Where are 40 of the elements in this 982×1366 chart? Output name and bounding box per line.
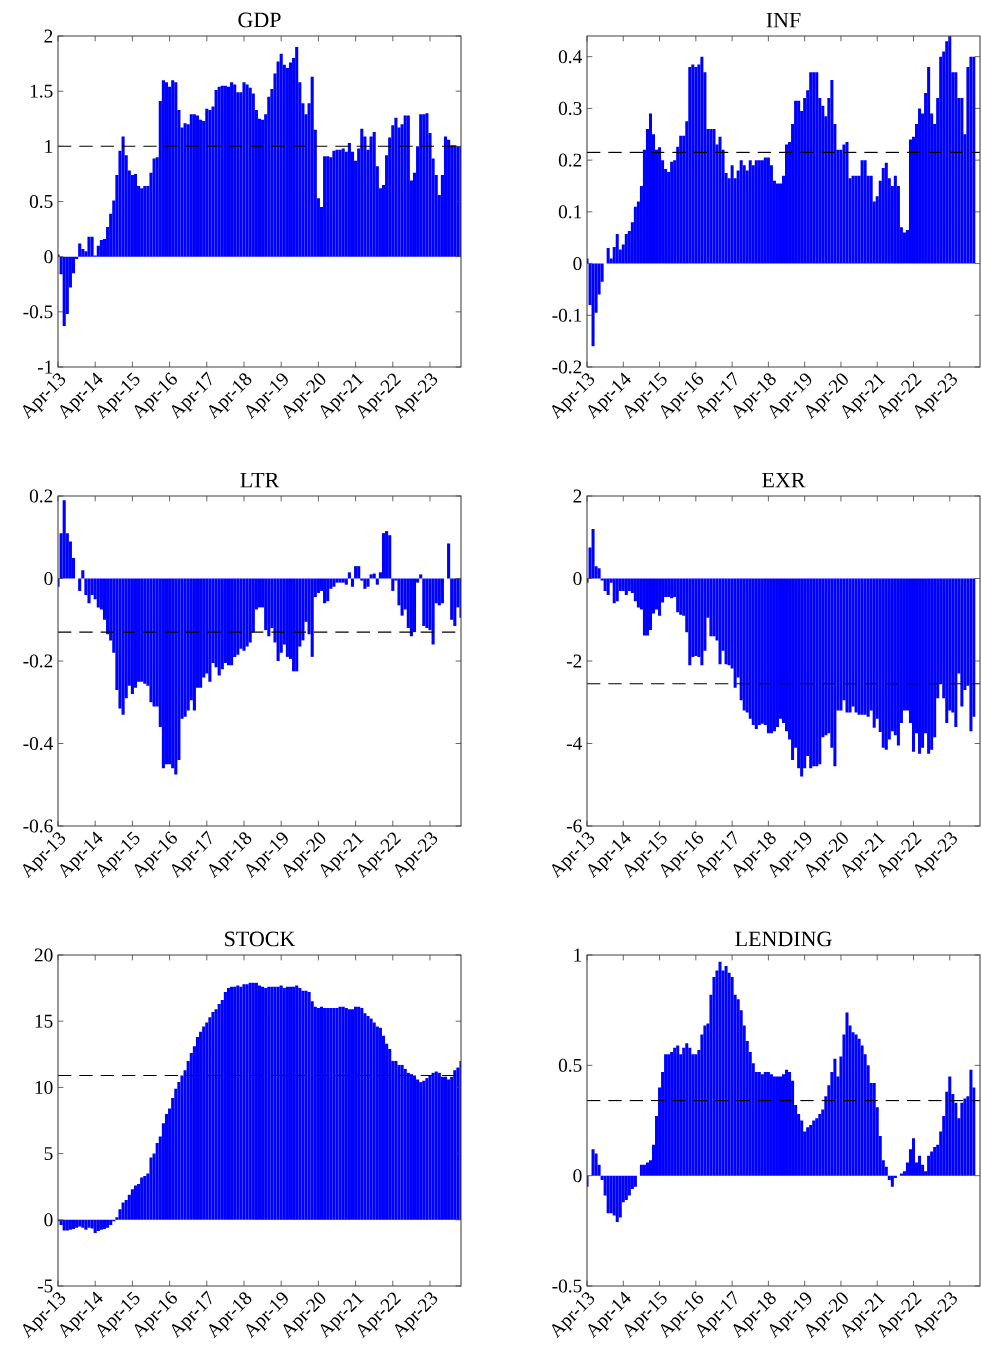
chart-title: GDP (238, 12, 281, 28)
y-tick-label: -4 (566, 737, 582, 750)
y-tick-label: 20 (34, 948, 53, 962)
y-tick-label: 1 (45, 139, 53, 153)
y-tick-label: -6 (566, 819, 582, 833)
y-tick-label: 0 (44, 1213, 53, 1227)
y-tick-label: 0 (573, 1169, 582, 1183)
y-tick-label: -5 (37, 1279, 53, 1293)
y-tick-label: 0 (573, 257, 582, 271)
chart-title: LTR (240, 472, 280, 488)
y-tick-label: -0.2 (552, 360, 582, 374)
y-tick-label: 10 (35, 1080, 53, 1094)
y-tick-label: 0.2 (558, 153, 582, 167)
y-tick-label: -1 (37, 360, 53, 374)
y-tick-label: 2 (573, 489, 582, 503)
y-tick-label: 0.4 (558, 50, 582, 64)
y-tick-label: -0.4 (23, 736, 53, 751)
y-tick-label: 5 (44, 1147, 53, 1161)
y-tick-label: -0.1 (552, 308, 582, 322)
chart-title: LENDING (735, 931, 832, 947)
y-tick-label: 0.1 (558, 205, 582, 219)
y-tick-label: 1 (574, 948, 582, 962)
y-tick-label: -0.5 (552, 1279, 582, 1293)
y-tick-label: 2 (44, 29, 53, 43)
y-tick-label: 0.2 (29, 489, 53, 503)
y-tick-label: 0.5 (558, 1058, 582, 1072)
y-tick-label: 0 (573, 571, 582, 586)
chart-title: STOCK (225, 931, 296, 947)
chart-title: INF (766, 12, 801, 28)
y-tick-label: 0.5 (29, 194, 53, 209)
y-tick-label: 1.5 (30, 84, 53, 98)
y-tick-label: 0 (44, 250, 53, 264)
y-tick-label: 0 (44, 571, 53, 586)
chart-title: EXR (762, 472, 806, 488)
y-tick-label: 15 (35, 1014, 53, 1028)
y-tick-label: -0.2 (23, 654, 53, 668)
y-tick-label: -0.5 (23, 305, 53, 319)
y-tick-label: -2 (566, 654, 582, 668)
y-tick-label: -0.6 (23, 819, 53, 833)
y-tick-label: 0.3 (558, 101, 582, 115)
